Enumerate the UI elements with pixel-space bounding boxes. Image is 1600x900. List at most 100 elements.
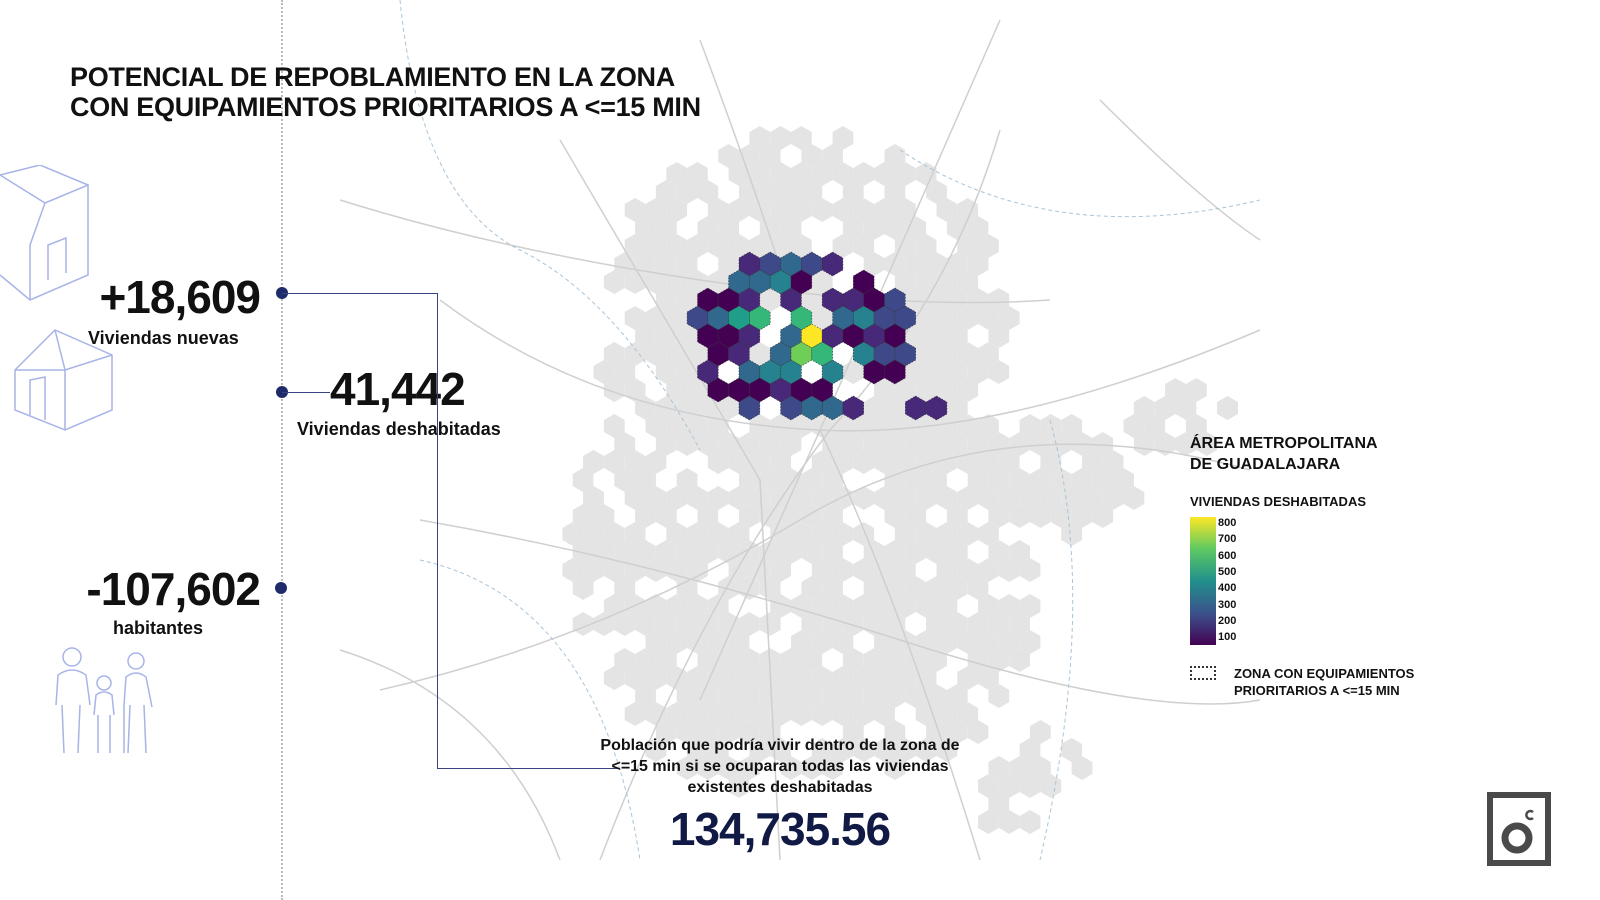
hex-cell xyxy=(957,666,978,690)
hex-cell xyxy=(811,270,833,294)
hex-cell xyxy=(687,522,708,546)
hex-cell xyxy=(645,630,667,654)
hex-cell xyxy=(957,522,978,546)
hex-cell xyxy=(791,666,812,690)
hex-cell xyxy=(1061,522,1082,546)
hex-cell xyxy=(707,486,729,510)
zone-symbol xyxy=(1190,666,1216,680)
hex-cell xyxy=(978,450,999,474)
hex-cell xyxy=(1050,504,1072,528)
road xyxy=(339,649,561,861)
hex-cell xyxy=(842,612,864,636)
hex-cell xyxy=(957,486,978,510)
hex-cell xyxy=(915,270,937,294)
hex-cell xyxy=(603,450,625,474)
hex-cell xyxy=(583,486,604,510)
hex-cell xyxy=(655,180,677,204)
hex-cell xyxy=(635,540,656,564)
hex-cell xyxy=(801,540,823,564)
hex-cell xyxy=(957,702,978,726)
hex-cell xyxy=(697,684,719,708)
hex-cell xyxy=(853,702,875,726)
hex-cell xyxy=(936,702,958,726)
hex-cell xyxy=(707,198,729,222)
hex-cell xyxy=(666,630,688,654)
hex-cell xyxy=(822,432,843,456)
hex-cell xyxy=(666,234,688,258)
hex-cell xyxy=(1123,414,1145,438)
hex-cell xyxy=(811,630,833,654)
hex-cell xyxy=(635,468,656,492)
hex-cell xyxy=(718,396,739,420)
hex-cell xyxy=(811,594,833,618)
legend-tick: 800 xyxy=(1218,517,1237,529)
hex-cell xyxy=(915,594,937,618)
hex-cell xyxy=(832,630,854,654)
hex-cell xyxy=(687,486,708,510)
hex-cell xyxy=(884,396,906,420)
hex-cell xyxy=(946,540,968,564)
hex-cell xyxy=(624,522,646,546)
hex-cell xyxy=(946,612,968,636)
hex-cell xyxy=(967,612,989,636)
legend-tick: 100 xyxy=(1218,631,1237,644)
hex-cell xyxy=(946,432,968,456)
hex-cell xyxy=(645,666,667,690)
hex-cell xyxy=(957,378,978,402)
hex-cell xyxy=(791,522,812,546)
hex-cell xyxy=(811,702,833,726)
hex-cell xyxy=(905,288,927,312)
hex-cell xyxy=(884,432,906,456)
hex-cell xyxy=(624,234,646,258)
hex-cell xyxy=(645,594,667,618)
color-scale-bar xyxy=(1190,517,1216,645)
hex-cell xyxy=(863,540,885,564)
vacancy-hex xyxy=(738,395,761,421)
hex-cell xyxy=(801,612,823,636)
hex-cell xyxy=(967,216,989,240)
hex-cell xyxy=(915,162,937,186)
hex-cell xyxy=(998,486,1020,510)
hex-cell xyxy=(1009,540,1030,564)
hex-cell xyxy=(687,162,708,186)
hex-cell xyxy=(1040,450,1062,474)
hex-cell xyxy=(926,180,947,204)
vacancy-hex xyxy=(821,359,844,385)
hex-cell xyxy=(739,612,760,636)
hex-cell xyxy=(998,558,1020,582)
hex-cell xyxy=(718,216,739,240)
hex-cell xyxy=(1040,774,1062,798)
hex-cell xyxy=(946,360,968,384)
hex-cell xyxy=(728,198,750,222)
house-icon xyxy=(0,165,113,431)
hex-cell xyxy=(718,144,739,168)
hex-cell xyxy=(1019,774,1041,798)
hex-cell xyxy=(676,468,698,492)
hex-cell xyxy=(770,558,791,582)
hex-cell xyxy=(926,252,947,276)
hex-cell xyxy=(1092,504,1114,528)
hex-cell xyxy=(739,756,760,780)
hex-cell xyxy=(884,540,906,564)
vacancy-hex xyxy=(925,395,948,421)
hex-cell xyxy=(874,162,895,186)
hex-cell xyxy=(936,270,958,294)
legend-title: ÁREA METROPOLITANA DE GUADALAJARA xyxy=(1190,435,1377,473)
hex-cell xyxy=(1019,630,1041,654)
hex-cell xyxy=(884,612,906,636)
hex-cell xyxy=(583,450,604,474)
hex-cell xyxy=(739,648,760,672)
hex-cell xyxy=(624,198,646,222)
hex-cell xyxy=(572,504,594,528)
hex-cell xyxy=(884,468,906,492)
hex-cell xyxy=(593,540,615,564)
hex-cell xyxy=(853,450,875,474)
hex-cell xyxy=(884,180,906,204)
hex-cell xyxy=(894,594,916,618)
hex-cell xyxy=(957,342,978,366)
hex-cell xyxy=(1175,396,1197,420)
hex-cell xyxy=(884,756,906,780)
hex-cell xyxy=(988,684,1010,708)
hex-cell xyxy=(822,540,843,564)
hex-cell xyxy=(635,504,656,528)
